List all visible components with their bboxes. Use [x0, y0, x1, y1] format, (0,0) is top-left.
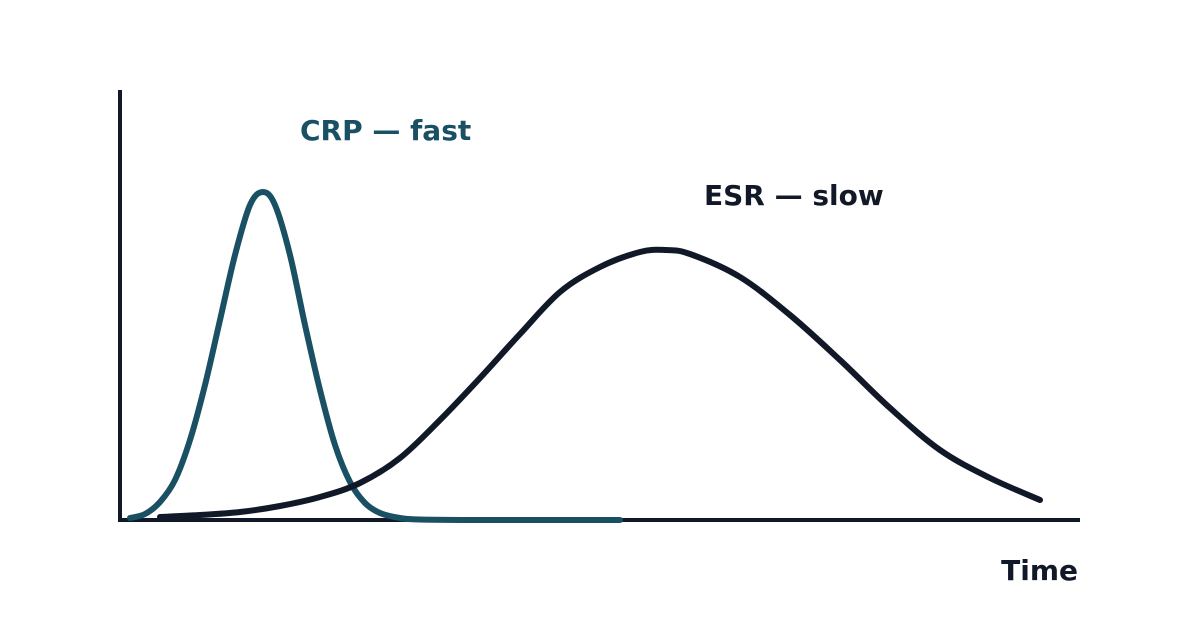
x-axis-label: Time [1001, 554, 1078, 587]
series-label-crp: CRP — fast [300, 114, 471, 147]
series-line-crp [127, 189, 623, 524]
series-line-esr [157, 246, 1043, 520]
series-label-esr: ESR — slow [704, 179, 884, 212]
